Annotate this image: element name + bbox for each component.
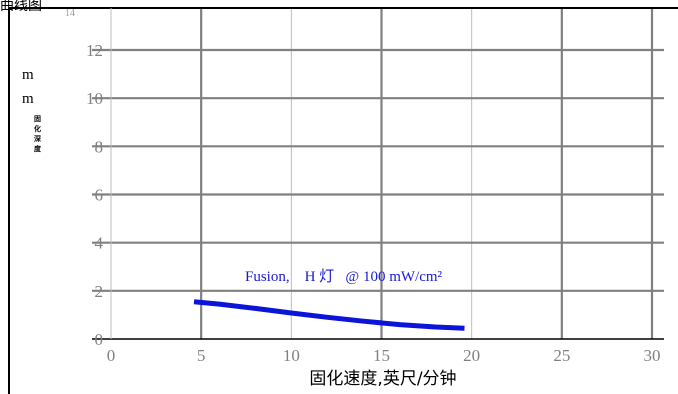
x-tick-label-0: 0 xyxy=(107,346,116,365)
x-tick-label-5: 5 xyxy=(197,346,206,365)
y-axis-label-char-4: 度 xyxy=(34,144,42,153)
series-line-0 xyxy=(193,299,465,331)
y-tick-label-4: 4 xyxy=(95,234,104,253)
chart-title: 曲线图 xyxy=(0,0,42,14)
x-tick-label-25: 25 xyxy=(553,346,570,365)
y-axis-label-unit-1: m xyxy=(22,67,34,83)
x-axis-label: 固化速度,英尺/分钟 xyxy=(309,369,456,389)
y-axis-label-unit-2: m xyxy=(22,91,34,107)
x-tick-label-20: 20 xyxy=(463,346,480,365)
axes xyxy=(8,7,678,394)
series-layer xyxy=(193,299,465,331)
y-tick-label-0: 0 xyxy=(95,330,104,349)
series-annotation: Fusion, H 灯 @ 100 mW/cm² xyxy=(245,268,443,285)
x-tick-label-15: 15 xyxy=(373,346,390,365)
y-tick-label-12: 12 xyxy=(86,41,103,60)
x-tick-label-10: 10 xyxy=(283,346,300,365)
y-axis-label-char-2: 化 xyxy=(34,124,41,133)
y-tick-label-2: 2 xyxy=(95,282,104,301)
y-tick-label-14: 14 xyxy=(65,8,75,19)
y-tick-label-6: 6 xyxy=(95,186,104,205)
y-axis-label-char-3: 深 xyxy=(34,134,41,143)
tick-labels: 0 5 10 15 20 25 30 0 2 4 6 8 10 12 14 xyxy=(65,8,661,365)
y-tick-label-8: 8 xyxy=(95,137,104,156)
x-tick-label-30: 30 xyxy=(644,346,661,365)
y-tick-label-10: 10 xyxy=(86,89,103,108)
grid xyxy=(92,8,664,339)
y-axis-label-char-1: 固 xyxy=(34,114,41,123)
